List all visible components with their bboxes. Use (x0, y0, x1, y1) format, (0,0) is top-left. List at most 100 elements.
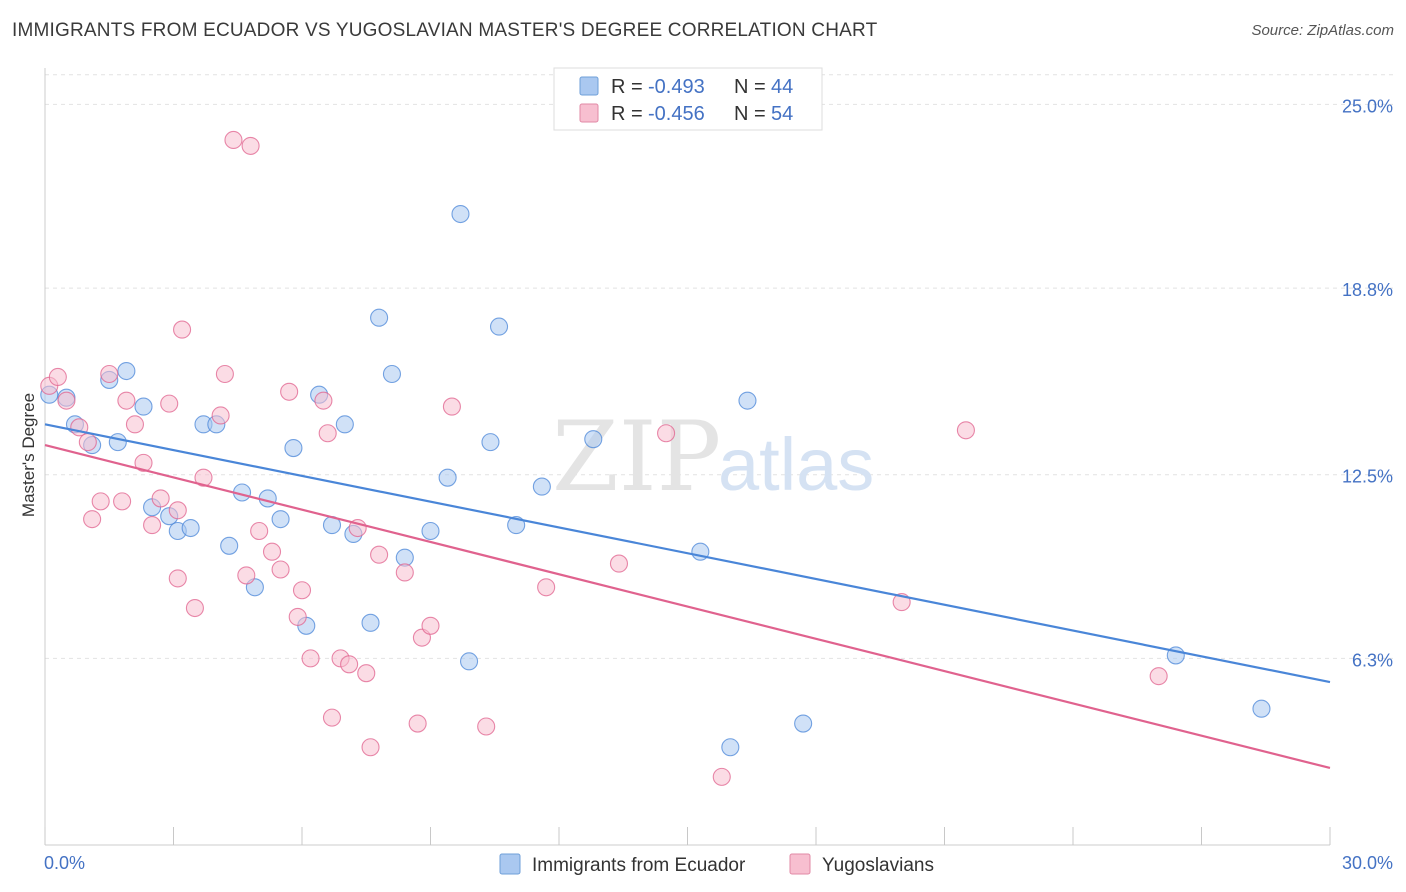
point-yugoslavians-21 (215, 364, 234, 384)
point-yugoslavians-14 (160, 394, 179, 413)
point-yugoslavians-53 (1149, 667, 1168, 686)
point-yugoslavians-28 (280, 382, 299, 401)
point-ecuador-26 (370, 308, 389, 327)
trend-line-ecuador (44, 423, 1331, 684)
point-ecuador-41 (794, 714, 813, 733)
legend-swatch-ecuador (579, 76, 599, 96)
legend-r-label-yugoslavians: R = (611, 103, 643, 125)
point-yugoslavians-30 (292, 581, 312, 600)
point-yugoslavians-15 (168, 501, 187, 520)
x-tick-label-0: 0.0% (44, 853, 85, 873)
point-yugoslavians-8 (113, 492, 132, 511)
point-ecuador-36 (532, 477, 551, 496)
point-yugoslavians-17 (173, 320, 192, 339)
trend-line-yugoslavians (44, 444, 1331, 770)
point-yugoslavians-44 (421, 616, 440, 635)
point-ecuador-5 (108, 433, 127, 452)
legend-r-value-yugoslavians: -0.456 (648, 103, 705, 125)
point-yugoslavians-19 (194, 468, 213, 487)
point-ecuador-29 (421, 521, 440, 541)
point-yugoslavians-26 (262, 542, 282, 561)
point-yugoslavians-33 (318, 424, 337, 443)
legend-box (553, 67, 823, 131)
point-yugoslavians-52 (956, 421, 975, 440)
point-yugoslavians-45 (442, 397, 461, 416)
point-yugoslavians-34 (322, 708, 342, 727)
legend-r-value-ecuador: -0.493 (648, 76, 705, 98)
point-yugoslavians-25 (250, 521, 269, 541)
point-yugoslavians-18 (185, 598, 204, 618)
y-axis-label: Master's Degree (19, 393, 38, 517)
point-yugoslavians-41 (395, 563, 414, 582)
point-ecuador-27 (382, 364, 402, 384)
point-yugoslavians-32 (314, 391, 333, 410)
point-yugoslavians-13 (151, 489, 170, 508)
point-yugoslavians-24 (241, 136, 260, 155)
point-yugoslavians-31 (301, 649, 320, 668)
point-yugoslavians-9 (117, 391, 136, 410)
series-legend-label-yugoslavians: Yugoslavians (822, 855, 934, 876)
y-tick-label-1: 12.5% (1342, 467, 1393, 487)
point-yugoslavians-22 (224, 130, 243, 150)
chart-title: IMMIGRANTS FROM ECUADOR VS YUGOSLAVIAN M… (12, 20, 878, 41)
point-ecuador-37 (584, 430, 603, 449)
source-credit: Source: ZipAtlas.com (1251, 22, 1394, 39)
point-ecuador-43 (1252, 699, 1271, 718)
point-ecuador-32 (459, 652, 479, 671)
point-yugoslavians-27 (271, 560, 290, 579)
tick-labels: 6.3% 12.5% 18.8% 25.0% 0.0% 30.0% (44, 96, 1393, 873)
point-yugoslavians-2 (57, 391, 76, 410)
series-legend-swatch-ecuador (499, 853, 521, 875)
point-ecuador-25 (361, 613, 380, 632)
point-ecuador-31 (451, 204, 470, 224)
correlation-legend: R = -0.493 N = 44 R = -0.456 N = 54 (553, 67, 823, 131)
legend-n-label-yugoslavians: N = (734, 103, 766, 125)
series-legend: Immigrants from Ecuador Yugoslavians (499, 853, 934, 876)
point-yugoslavians-23 (237, 566, 256, 585)
point-yugoslavians-40 (370, 545, 389, 564)
trend-lines (44, 423, 1331, 770)
point-yugoslavians-1 (48, 367, 67, 387)
point-yugoslavians-11 (134, 453, 153, 472)
point-yugoslavians-4 (78, 433, 97, 452)
point-yugoslavians-48 (609, 554, 629, 573)
point-ecuador-40 (738, 391, 757, 410)
point-yugoslavians-12 (143, 516, 162, 535)
data-points (40, 130, 1271, 786)
point-ecuador-39 (721, 738, 740, 757)
legend-n-label-ecuador: N = (734, 76, 766, 98)
legend-n-value-yugoslavians: 54 (771, 103, 793, 125)
point-ecuador-34 (489, 317, 509, 336)
point-yugoslavians-47 (537, 578, 556, 597)
point-ecuador-17 (258, 489, 277, 508)
y-tick-label-0: 6.3% (1352, 650, 1393, 670)
point-yugoslavians-36 (340, 655, 359, 674)
point-yugoslavians-7 (100, 364, 119, 384)
y-tick-label-3: 25.0% (1342, 96, 1393, 116)
point-yugoslavians-46 (477, 717, 496, 736)
point-ecuador-6 (117, 361, 136, 381)
point-yugoslavians-16 (168, 569, 187, 588)
point-yugoslavians-20 (211, 406, 230, 425)
point-yugoslavians-5 (83, 510, 102, 529)
point-yugoslavians-10 (125, 415, 144, 434)
legend-swatch-yugoslavians (579, 103, 599, 123)
watermark-zip: ZIP (552, 401, 721, 513)
point-yugoslavians-50 (712, 767, 731, 786)
watermark: ZIP atlas (552, 401, 874, 513)
point-yugoslavians-42 (408, 714, 427, 733)
y-tick-label-2: 18.8% (1342, 280, 1393, 300)
point-ecuador-14 (220, 536, 239, 555)
point-ecuador-7 (134, 397, 153, 416)
point-ecuador-19 (284, 439, 303, 458)
point-ecuador-23 (335, 415, 354, 434)
point-yugoslavians-49 (657, 424, 676, 443)
x-tick-label-1: 30.0% (1342, 853, 1393, 873)
point-yugoslavians-38 (357, 664, 376, 683)
legend-n-value-ecuador: 44 (771, 76, 793, 98)
point-ecuador-33 (481, 433, 500, 452)
axes (44, 68, 1331, 846)
point-yugoslavians-29 (288, 607, 307, 626)
point-yugoslavians-39 (361, 738, 380, 757)
